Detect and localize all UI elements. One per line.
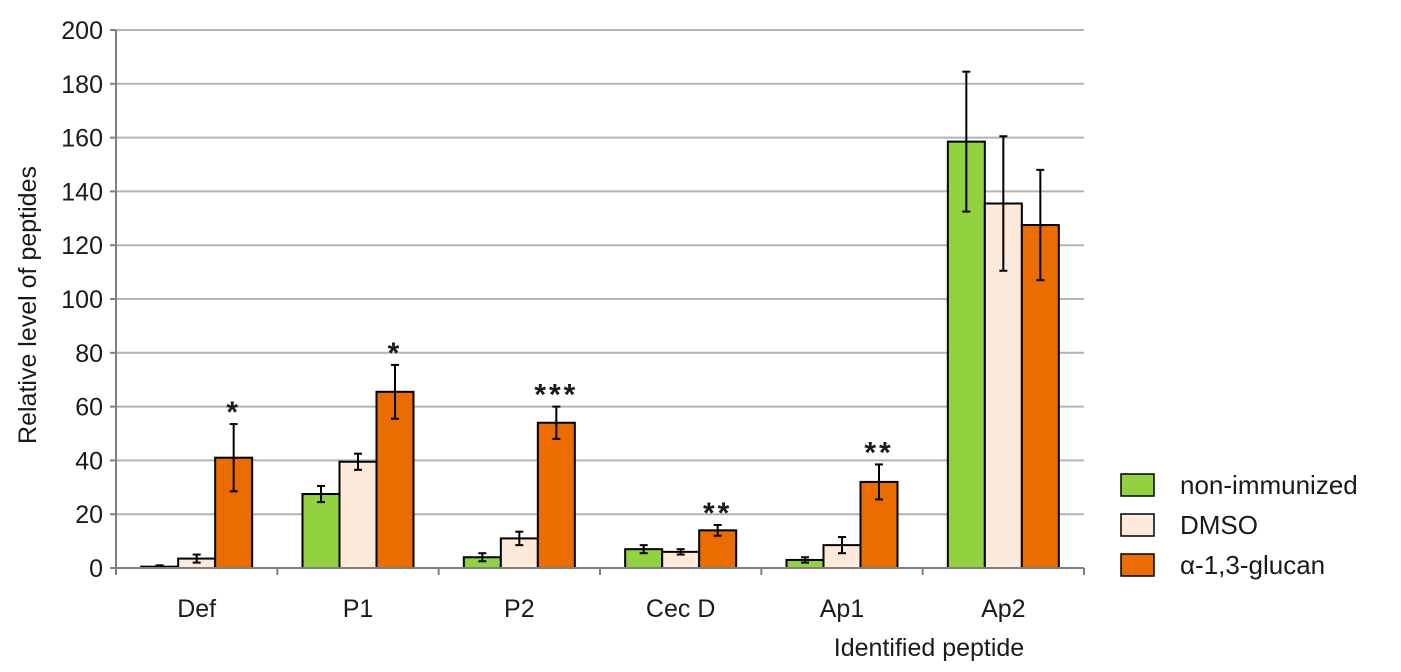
y-tick-label-40: 40 [75, 447, 103, 475]
significance-Def: * [226, 396, 241, 429]
legend: non-immunized DMSO α-1,3-glucan [1120, 470, 1358, 580]
y-tick-label-20: 20 [75, 501, 103, 529]
gridlines [116, 29, 1084, 516]
y-axis-label: Relative level of peptides [14, 166, 42, 444]
x-tick-label-Ap1: Ap1 [820, 595, 864, 623]
bar-P2-α-1,3-glucan [536, 421, 576, 569]
legend-label-alpha-glucan: α-1,3-glucan [1180, 550, 1325, 580]
significance-P1: * [388, 337, 403, 370]
x-tick-label-Ap2: Ap2 [981, 595, 1025, 623]
legend-label-non-immunized: non-immunized [1180, 470, 1358, 500]
significance-Cec D: ** [703, 497, 732, 530]
legend-swatch-alpha-glucan [1120, 553, 1155, 577]
y-tick-label-160: 160 [61, 125, 103, 153]
legend-label-dmso: DMSO [1180, 510, 1258, 540]
x-tick-label-Cec D: Cec D [646, 595, 715, 623]
significance-Ap1: ** [864, 436, 893, 469]
x-tick-label-Def: Def [177, 595, 216, 623]
y-tick-label-100: 100 [61, 286, 103, 314]
bars [140, 70, 1060, 570]
y-tick-label-120: 120 [61, 232, 103, 260]
significance-P2: *** [534, 379, 578, 412]
legend-swatch-non-immunized [1120, 473, 1155, 497]
labels: 0 20 40 60 80 100 120 140 160 180 200 * Def * P1 *** P2 *… [61, 17, 1025, 623]
y-tick-label-0: 0 [89, 555, 103, 583]
bar-P1-DMSO [338, 460, 378, 569]
x-tick-label-P1: P1 [343, 595, 374, 623]
legend-swatch-dmso [1120, 513, 1155, 537]
y-tick-label-60: 60 [75, 394, 103, 422]
x-axis-label: Identified peptide [834, 634, 1024, 662]
y-tick-label-140: 140 [61, 178, 103, 206]
y-tick-label-180: 180 [61, 71, 103, 99]
axes [110, 29, 1085, 575]
y-tick-label-80: 80 [75, 340, 103, 368]
x-tick-label-P2: P2 [504, 595, 535, 623]
bar-P1-non-immunized [301, 493, 341, 569]
y-tick-label-200: 200 [61, 17, 103, 45]
